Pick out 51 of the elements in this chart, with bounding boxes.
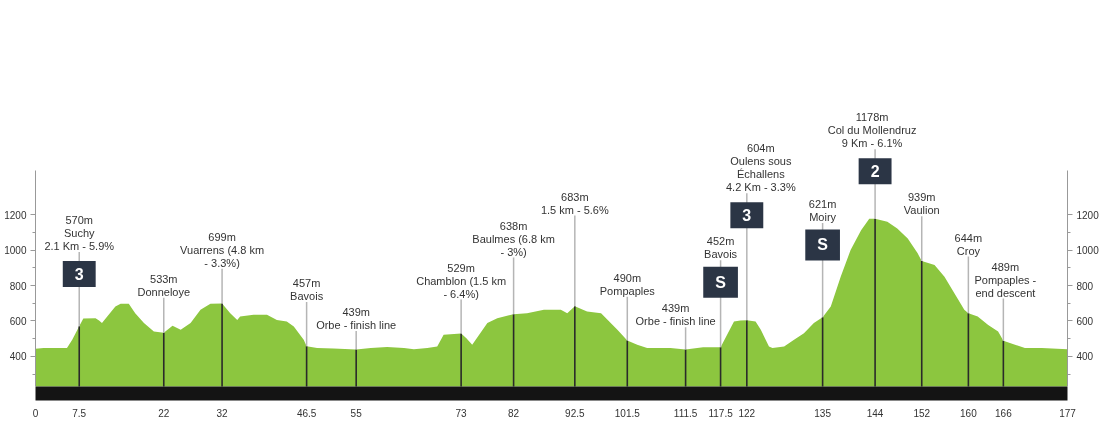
- x-tick-label: 101.5: [614, 407, 641, 419]
- annotation: 604m Oulens sous Échallens 4.2 Km - 3.3%: [725, 142, 796, 194]
- annotation: 452m Bavois: [704, 235, 738, 261]
- annotation: 439m Orbe - finish line: [635, 302, 716, 328]
- x-tick-label: 0: [32, 407, 39, 419]
- x-tick-label: 55: [350, 407, 363, 419]
- annotation: 3: [742, 207, 752, 225]
- x-tick-label: 160: [960, 407, 978, 419]
- annotation: 939m Vaulion: [903, 191, 940, 217]
- annotation: 1178m Col du Mollendruz 9 Km - 6.1%: [827, 111, 917, 150]
- annotation: 644m Croy: [954, 231, 983, 257]
- x-tick-label: 111.5: [673, 407, 698, 419]
- annotation: 457m Bavois: [290, 277, 324, 303]
- annotation: 439m Orbe - finish line: [316, 306, 397, 332]
- y-tick-label: 1200: [4, 209, 27, 221]
- y2-tick-label: 800: [1076, 280, 1094, 292]
- annotation: 570m Suchy 2.1 Km - 5.9%: [44, 214, 115, 253]
- annotation: 533m Donneloye: [137, 272, 191, 298]
- x-tick-label: 122: [738, 407, 756, 419]
- x-tick-label: 144: [866, 407, 884, 419]
- annotation: 699m Vuarrens (4.8 km - 3.3%): [180, 230, 265, 269]
- y-tick-label: 800: [9, 280, 27, 292]
- annotation: 529m Chamblon (1.5 km - 6.4%): [416, 261, 507, 300]
- annotation: S: [817, 236, 829, 254]
- annotation: S: [715, 273, 727, 291]
- y2-tick-label: 600: [1076, 315, 1094, 327]
- x-tick-label: 152: [913, 407, 931, 419]
- x-tick-label: 46.5: [296, 407, 317, 419]
- x-tick-label: 92.5: [565, 407, 585, 419]
- x-tick-label: 82: [508, 407, 520, 419]
- x-tick-label: 22: [158, 407, 170, 419]
- x-tick-label: 73: [455, 407, 468, 419]
- x-tick-label: 32: [216, 407, 229, 419]
- y2-tick-label: 1000: [1076, 245, 1100, 257]
- y2-tick-label: 1200: [1076, 209, 1100, 221]
- x-tick-label: 135: [814, 407, 832, 419]
- annotation: 489m Pompaples - end descent: [974, 260, 1037, 299]
- y-tick-label: 600: [9, 315, 27, 327]
- x-tick-label: 166: [995, 407, 1013, 419]
- annotation: 621m Moiry: [808, 197, 837, 223]
- annotation: 2: [870, 163, 880, 181]
- annotation: 3: [74, 266, 84, 284]
- y2-tick-label: 400: [1076, 351, 1094, 363]
- y-tick-label: 400: [9, 351, 27, 363]
- x-tick-label: 117.5: [708, 407, 734, 419]
- annotation: 683m 1.5 km - 5.6%: [540, 190, 609, 216]
- x-tick-label: 177: [1059, 407, 1077, 419]
- annotation: 638m Baulmes (6.8 km - 3%): [472, 219, 555, 258]
- annotation: 490m Pompaples: [599, 271, 656, 297]
- x-tick-label: 7.5: [72, 407, 87, 419]
- y-tick-label: 1000: [4, 245, 27, 257]
